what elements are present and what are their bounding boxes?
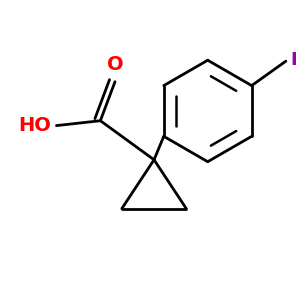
Text: I: I [290, 51, 297, 69]
Text: O: O [107, 56, 123, 74]
Text: HO: HO [18, 116, 51, 135]
